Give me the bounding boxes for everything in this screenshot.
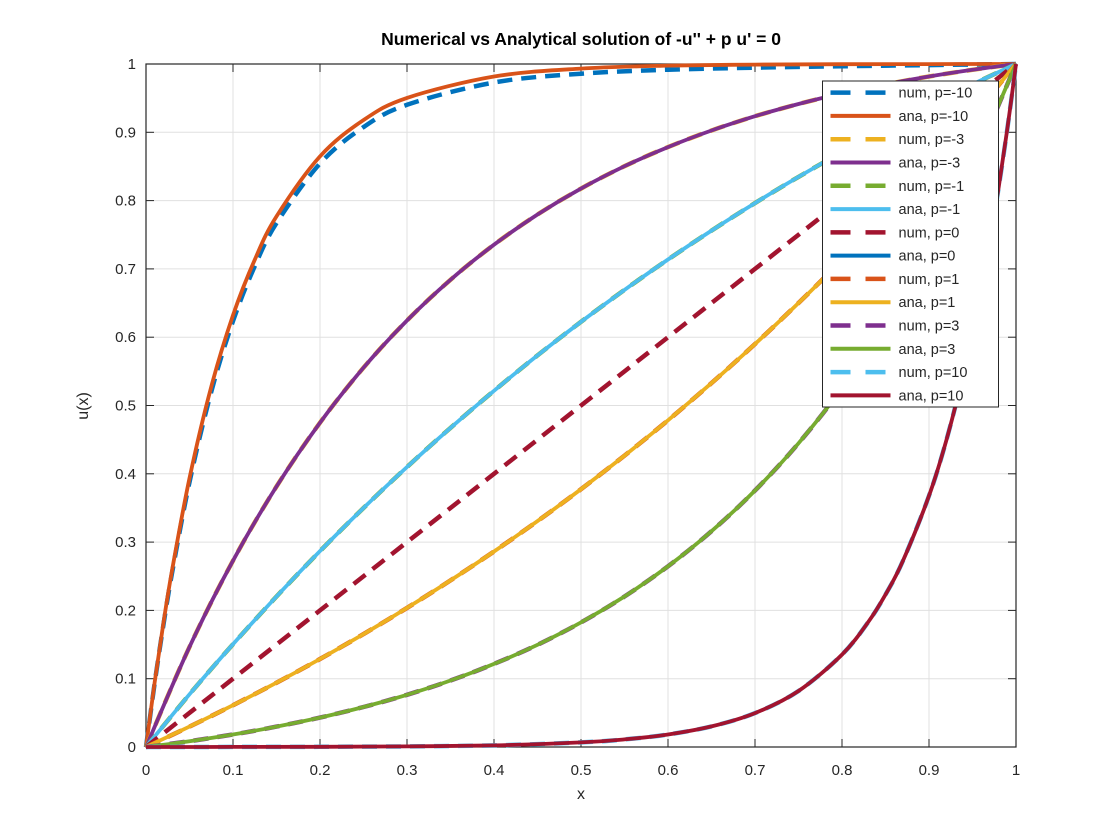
legend-item-label: ana, p=0	[899, 249, 956, 265]
legend-item-label: num, p=-3	[899, 132, 965, 148]
x-tick-label: 0.9	[919, 762, 940, 779]
curve-ana-p--10	[144, 62, 1017, 748]
legend-item-label: ana, p=-1	[899, 202, 961, 218]
x-tick-label: 0	[142, 762, 150, 779]
x-tick-label: 0.4	[484, 762, 505, 779]
y-axis-label: u(x)	[75, 392, 92, 420]
y-tick-label: 0.6	[115, 329, 136, 346]
x-tick-label: 0.3	[397, 762, 418, 779]
legend-item-label: ana, p=10	[899, 388, 964, 404]
y-tick-label: 0.1	[115, 671, 136, 688]
legend-item-label: num, p=-10	[899, 86, 973, 102]
legend-item-label: ana, p=-3	[899, 156, 961, 172]
x-tick-label: 0.7	[745, 762, 766, 779]
legend-box	[822, 80, 999, 408]
legend-item-label: num, p=-1	[899, 179, 965, 195]
x-tick-label: 1	[1012, 762, 1020, 779]
y-tick-label: 0.5	[115, 398, 136, 415]
y-tick-label: 0.3	[115, 534, 136, 551]
x-tick-label: 0.2	[310, 762, 331, 779]
axes-box	[145, 63, 1017, 748]
legend-item-label: ana, p=1	[899, 295, 956, 311]
legend-item-label: num, p=3	[899, 319, 960, 335]
y-tick-label: 0.2	[115, 602, 136, 619]
y-tick-label: 0.8	[115, 193, 136, 210]
legend-item-label: num, p=10	[899, 365, 968, 381]
legend: num, p=-10 ana, p=-10 num, p=-3 ana, p=-3 nu…	[822, 80, 999, 408]
y-tick-label: 0.7	[115, 261, 136, 278]
x-axis-label: x	[577, 786, 585, 803]
legend-item-label: num, p=1	[899, 272, 960, 288]
legend-item-label: ana, p=3	[899, 342, 956, 358]
x-tick-label: 0.5	[571, 762, 592, 779]
axes-box-frame	[145, 63, 1017, 748]
y-tick-label: 0.9	[115, 124, 136, 141]
x-tick-label: 0.6	[658, 762, 679, 779]
legend-item-label: ana, p=-10	[899, 109, 969, 125]
legend-item-label: num, p=0	[899, 225, 960, 241]
y-tick-label: 0.4	[115, 466, 136, 483]
curve-num-p--10	[143, 61, 1017, 748]
y-tick-label: 1	[128, 56, 136, 73]
chart-title: Numerical vs Analytical solution of -u''…	[381, 29, 781, 49]
x-tick-label: 0.1	[223, 762, 244, 779]
y-tick-label: 0	[128, 739, 136, 756]
x-tick-label: 0.8	[832, 762, 853, 779]
tick-labels: 0 0.1 0.2 0.3 0.4 0.5 0.6 0.7 0.8 0.9 1 0 0.1 0.2 0.3 0…	[115, 56, 1020, 779]
